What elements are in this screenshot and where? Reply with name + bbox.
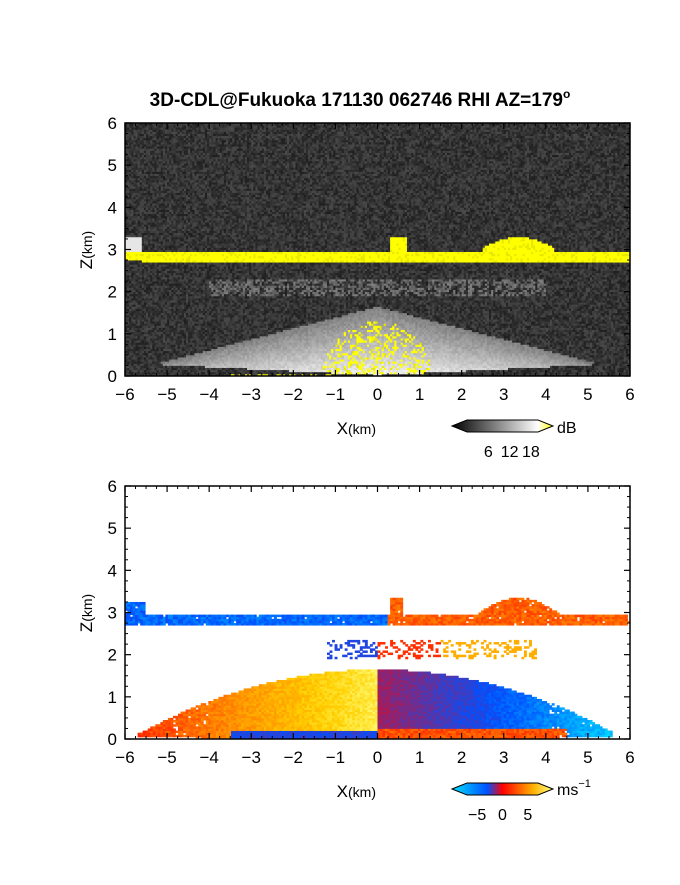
- reflectivity-data-cells: [125, 123, 630, 376]
- chart-title: 3D-CDL@Fukuoka 171130 062746 RHI AZ=179o: [150, 87, 571, 111]
